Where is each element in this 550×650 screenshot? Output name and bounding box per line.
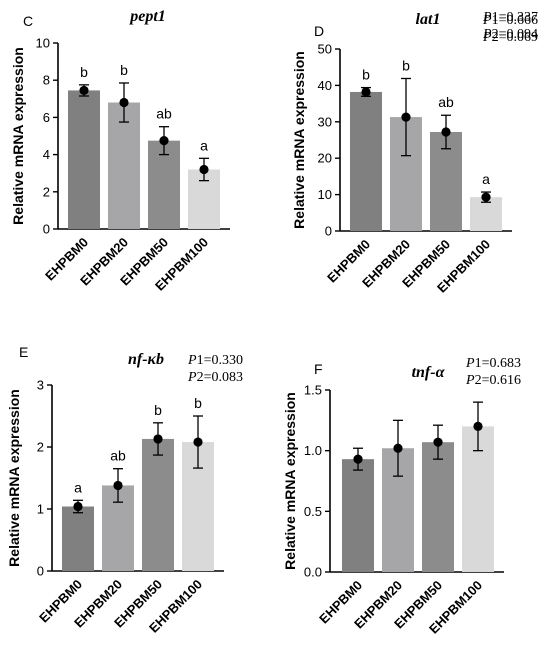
p2-value: P2=0.094 bbox=[482, 27, 538, 42]
p1-value: P1=0.666 bbox=[482, 13, 538, 28]
mean-point bbox=[361, 87, 371, 97]
chart-panel-E: 0 1 2 3 Relative mRNA expression E nf-κb P1=0.3… bbox=[6, 344, 243, 636]
chart-title: pept1 bbox=[128, 8, 166, 25]
y-tick-label: 8 bbox=[43, 73, 50, 88]
significance-letter: b bbox=[194, 395, 202, 411]
p2-value: P2=0.083 bbox=[187, 370, 243, 385]
bar-EHPBM0 bbox=[342, 459, 374, 572]
mean-point bbox=[473, 421, 483, 431]
mean-point bbox=[193, 437, 203, 447]
mean-point bbox=[433, 437, 443, 447]
y-tick-label: 0.5 bbox=[304, 504, 322, 519]
significance-letter: ab bbox=[156, 106, 172, 122]
significance-letter: b bbox=[154, 402, 162, 418]
y-tick-label: 1.5 bbox=[304, 383, 322, 398]
chart-panel-C: 0 2 4 6 8 10 Relative mRNA expression C pept1 P1=… bbox=[10, 8, 538, 294]
mean-point bbox=[73, 501, 83, 512]
bar-EHPBM50 bbox=[142, 438, 174, 571]
mean-point bbox=[79, 85, 89, 96]
chart-panel-D: 0 10 20 30 40 50 Relative mRNA expression Dlat1… bbox=[291, 11, 538, 296]
bar-EHPBM0 bbox=[350, 91, 382, 232]
y-tick-label: 2 bbox=[37, 440, 44, 455]
y-tick-label: 0.0 bbox=[304, 565, 322, 580]
y-tick-label: 0 bbox=[325, 224, 332, 239]
y-tick-label: 30 bbox=[318, 114, 332, 129]
bar-EHPBM50 bbox=[422, 442, 454, 572]
mean-point bbox=[441, 127, 451, 137]
significance-letter: b bbox=[402, 57, 410, 73]
panel-label: E bbox=[19, 344, 28, 360]
p1-value: P1=0.337 bbox=[482, 10, 538, 25]
panel-label: F bbox=[314, 361, 323, 377]
mean-point bbox=[481, 192, 491, 202]
mean-point bbox=[119, 97, 129, 108]
mean-point bbox=[353, 454, 363, 464]
significance-letter: b bbox=[362, 67, 370, 83]
y-tick-label: 10 bbox=[318, 187, 332, 202]
significance-letter: b bbox=[120, 62, 128, 78]
significance-letter: a bbox=[200, 137, 208, 153]
y-tick-label: 6 bbox=[43, 110, 50, 125]
y-tick-label: 4 bbox=[43, 147, 50, 162]
significance-letter: b bbox=[80, 64, 88, 80]
y-tick-label: 1.0 bbox=[304, 443, 322, 458]
chart-panel-F: 0.0 0.5 1.0 1.5 Relative mRNA expression F tnf… bbox=[282, 356, 521, 637]
p1-value: P1=0.330 bbox=[187, 353, 243, 368]
significance-letter: a bbox=[74, 479, 82, 495]
y-axis-label: Relative mRNA expression bbox=[6, 389, 22, 567]
y-tick-label: 1 bbox=[37, 502, 44, 517]
p2-value: P2=0.616 bbox=[465, 373, 521, 388]
significance-letter: a bbox=[482, 171, 490, 187]
significance-letter: ab bbox=[110, 448, 126, 464]
mean-point bbox=[393, 443, 403, 453]
panel-label: C bbox=[23, 13, 33, 29]
chart-title: lat1 bbox=[416, 11, 441, 28]
mean-point bbox=[159, 136, 169, 146]
y-tick-label: 40 bbox=[318, 78, 332, 93]
y-tick-label: 50 bbox=[318, 42, 332, 57]
p2-value: P2=0.069 bbox=[482, 30, 538, 45]
panel-label: D bbox=[314, 23, 324, 39]
y-axis-label: Relative mRNA expression bbox=[282, 392, 298, 570]
mean-point bbox=[153, 434, 163, 444]
y-tick-label: 0 bbox=[43, 222, 50, 237]
y-tick-label: 20 bbox=[318, 151, 332, 166]
mean-point bbox=[401, 112, 411, 122]
p1-value: P1=0.683 bbox=[465, 356, 521, 371]
mean-point bbox=[199, 164, 209, 175]
bar-EHPBM50 bbox=[148, 140, 180, 229]
significance-letter: ab bbox=[438, 94, 454, 110]
y-axis-label: Relative mRNA expression bbox=[10, 47, 26, 225]
mean-point bbox=[113, 480, 123, 491]
y-tick-label: 3 bbox=[37, 378, 44, 393]
chart-title: tnf-α bbox=[412, 364, 446, 381]
y-axis-label: Relative mRNA expression bbox=[291, 51, 307, 229]
bar-EHPBM20 bbox=[108, 102, 140, 229]
y-tick-label: 2 bbox=[43, 184, 50, 199]
bar-EHPBM0 bbox=[68, 90, 100, 230]
y-tick-label: 10 bbox=[36, 36, 50, 51]
y-tick-label: 0 bbox=[37, 564, 44, 579]
chart-title: nf-κb bbox=[128, 351, 164, 368]
bar-EHPBM0 bbox=[62, 506, 94, 571]
